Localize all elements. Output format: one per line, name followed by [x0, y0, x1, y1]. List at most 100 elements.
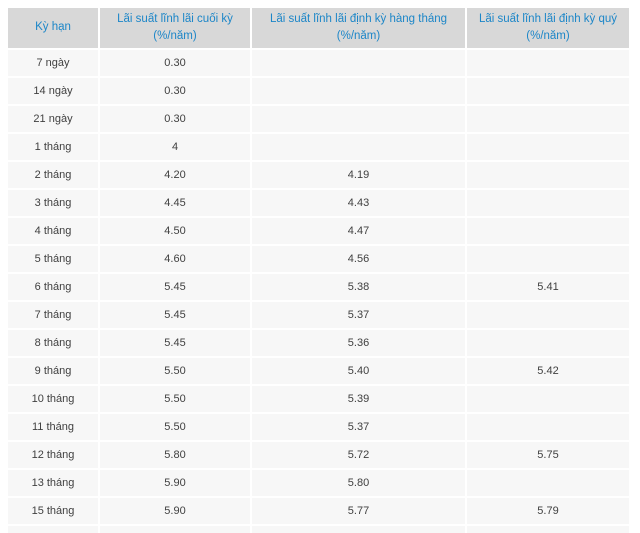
cell-term: 11 tháng — [8, 414, 98, 440]
cell-monthly: 5.39 — [252, 386, 465, 412]
cell-quarterly — [467, 470, 629, 496]
cell-term: 6 tháng — [8, 274, 98, 300]
table-row: 14 ngày 0.30 — [8, 78, 629, 104]
cell-quarterly — [467, 330, 629, 356]
table-row: 13 tháng 5.90 5.80 — [8, 470, 629, 496]
cell-end-of-term: 0.30 — [100, 78, 250, 104]
cell-term: 1 tháng — [8, 134, 98, 160]
table-row: 15 tháng 5.90 5.77 5.79 — [8, 498, 629, 524]
table-row: 7 ngày 0.30 — [8, 50, 629, 76]
cell-quarterly: 5.75 — [467, 442, 629, 468]
cell-term: 9 tháng — [8, 358, 98, 384]
cell-term: 5 tháng — [8, 246, 98, 272]
cell-monthly: 5.77 — [252, 498, 465, 524]
cell-monthly: 5.37 — [252, 414, 465, 440]
col-header-label: Lãi suất lĩnh lãi định kỳ quý — [478, 12, 618, 25]
cell-monthly: 5.38 — [252, 274, 465, 300]
table-row: 4 tháng 4.50 4.47 — [8, 218, 629, 244]
col-header-end-of-term: Lãi suất lĩnh lãi cuối kỳ (%/năm) — [100, 8, 250, 48]
table-row: 2 tháng 4.20 4.19 — [8, 162, 629, 188]
table-row: 10 tháng 5.50 5.39 — [8, 386, 629, 412]
cell-term: 2 tháng — [8, 162, 98, 188]
table-row: 21 ngày 0.30 — [8, 106, 629, 132]
cell-end-of-term: 5.45 — [100, 302, 250, 328]
cell-monthly: 5.36 — [252, 330, 465, 356]
cell-term: 8 tháng — [8, 330, 98, 356]
cell-term: 4 tháng — [8, 218, 98, 244]
cell-end-of-term: 4.50 — [100, 218, 250, 244]
cell-quarterly — [467, 190, 629, 216]
col-header-unit: (%/năm) — [526, 30, 570, 42]
col-header-label: Kỳ hạn — [35, 21, 71, 34]
cell-quarterly — [467, 386, 629, 412]
cell-monthly — [252, 78, 465, 104]
cell-monthly — [252, 526, 465, 533]
cell-term: 15 tháng — [8, 498, 98, 524]
cell-end-of-term: 5.90 — [100, 498, 250, 524]
cell-end-of-term: 4 — [100, 134, 250, 160]
cell-end-of-term: 5.45 — [100, 274, 250, 300]
cell-monthly — [252, 50, 465, 76]
cell-end-of-term: 5.90 — [100, 470, 250, 496]
table-row: 1 tháng 4 — [8, 134, 629, 160]
cell-quarterly: 5.41 — [467, 274, 629, 300]
cell-end-of-term: 5.50 — [100, 414, 250, 440]
cell-monthly: 5.37 — [252, 302, 465, 328]
cell-monthly — [252, 106, 465, 132]
cell-quarterly — [467, 106, 629, 132]
col-header-quarterly: Lãi suất lĩnh lãi định kỳ quý (%/năm) — [467, 8, 629, 48]
table-row: 11 tháng 5.50 5.37 — [8, 414, 629, 440]
col-header-monthly: Lãi suất lĩnh lãi định kỳ hàng tháng (%/… — [252, 8, 465, 48]
interest-rate-table: Kỳ hạn Lãi suất lĩnh lãi cuối kỳ (%/năm)… — [6, 6, 631, 533]
table-body: 7 ngày 0.30 14 ngày 0.30 21 ngày 0.30 1 tháng 4… — [8, 50, 629, 533]
cell-quarterly — [467, 302, 629, 328]
cell-term: 14 ngày — [8, 78, 98, 104]
table-row — [8, 526, 629, 533]
col-header-unit: (%/năm) — [336, 30, 381, 42]
cell-end-of-term: 4.60 — [100, 246, 250, 272]
cell-end-of-term: 4.45 — [100, 190, 250, 216]
cell-end-of-term: 5.50 — [100, 358, 250, 384]
table-row: 7 tháng 5.45 5.37 — [8, 302, 629, 328]
table-row: 12 tháng 5.80 5.72 5.75 — [8, 442, 629, 468]
table-row: 5 tháng 4.60 4.56 — [8, 246, 629, 272]
cell-end-of-term: 4.20 — [100, 162, 250, 188]
cell-term: 7 tháng — [8, 302, 98, 328]
cell-quarterly — [467, 246, 629, 272]
cell-term: 13 tháng — [8, 470, 98, 496]
cell-end-of-term: 5.50 — [100, 386, 250, 412]
cell-quarterly — [467, 78, 629, 104]
cell-monthly: 5.72 — [252, 442, 465, 468]
cell-term — [8, 526, 98, 533]
cell-term: 12 tháng — [8, 442, 98, 468]
cell-monthly: 4.43 — [252, 190, 465, 216]
table-row: 6 tháng 5.45 5.38 5.41 — [8, 274, 629, 300]
col-header-label: Lãi suất lĩnh lãi định kỳ hàng tháng — [269, 12, 448, 25]
cell-term: 21 ngày — [8, 106, 98, 132]
table-header: Kỳ hạn Lãi suất lĩnh lãi cuối kỳ (%/năm)… — [8, 8, 629, 48]
cell-monthly — [252, 134, 465, 160]
cell-quarterly: 5.42 — [467, 358, 629, 384]
cell-term: 3 tháng — [8, 190, 98, 216]
col-header-unit: (%/năm) — [153, 30, 197, 42]
col-header-term: Kỳ hạn — [8, 8, 98, 48]
cell-end-of-term: 5.80 — [100, 442, 250, 468]
col-header-label: Lãi suất lĩnh lãi cuối kỳ — [117, 12, 233, 25]
table-row: 3 tháng 4.45 4.43 — [8, 190, 629, 216]
cell-monthly: 5.80 — [252, 470, 465, 496]
cell-term: 7 ngày — [8, 50, 98, 76]
cell-quarterly — [467, 134, 629, 160]
cell-monthly: 4.19 — [252, 162, 465, 188]
header-row: Kỳ hạn Lãi suất lĩnh lãi cuối kỳ (%/năm)… — [8, 8, 629, 48]
cell-monthly: 4.56 — [252, 246, 465, 272]
cell-quarterly — [467, 162, 629, 188]
cell-quarterly: 5.79 — [467, 498, 629, 524]
cell-monthly: 5.40 — [252, 358, 465, 384]
cell-quarterly — [467, 414, 629, 440]
table-row: 8 tháng 5.45 5.36 — [8, 330, 629, 356]
cell-quarterly — [467, 218, 629, 244]
cell-end-of-term — [100, 526, 250, 533]
cell-end-of-term: 0.30 — [100, 106, 250, 132]
cell-term: 10 tháng — [8, 386, 98, 412]
